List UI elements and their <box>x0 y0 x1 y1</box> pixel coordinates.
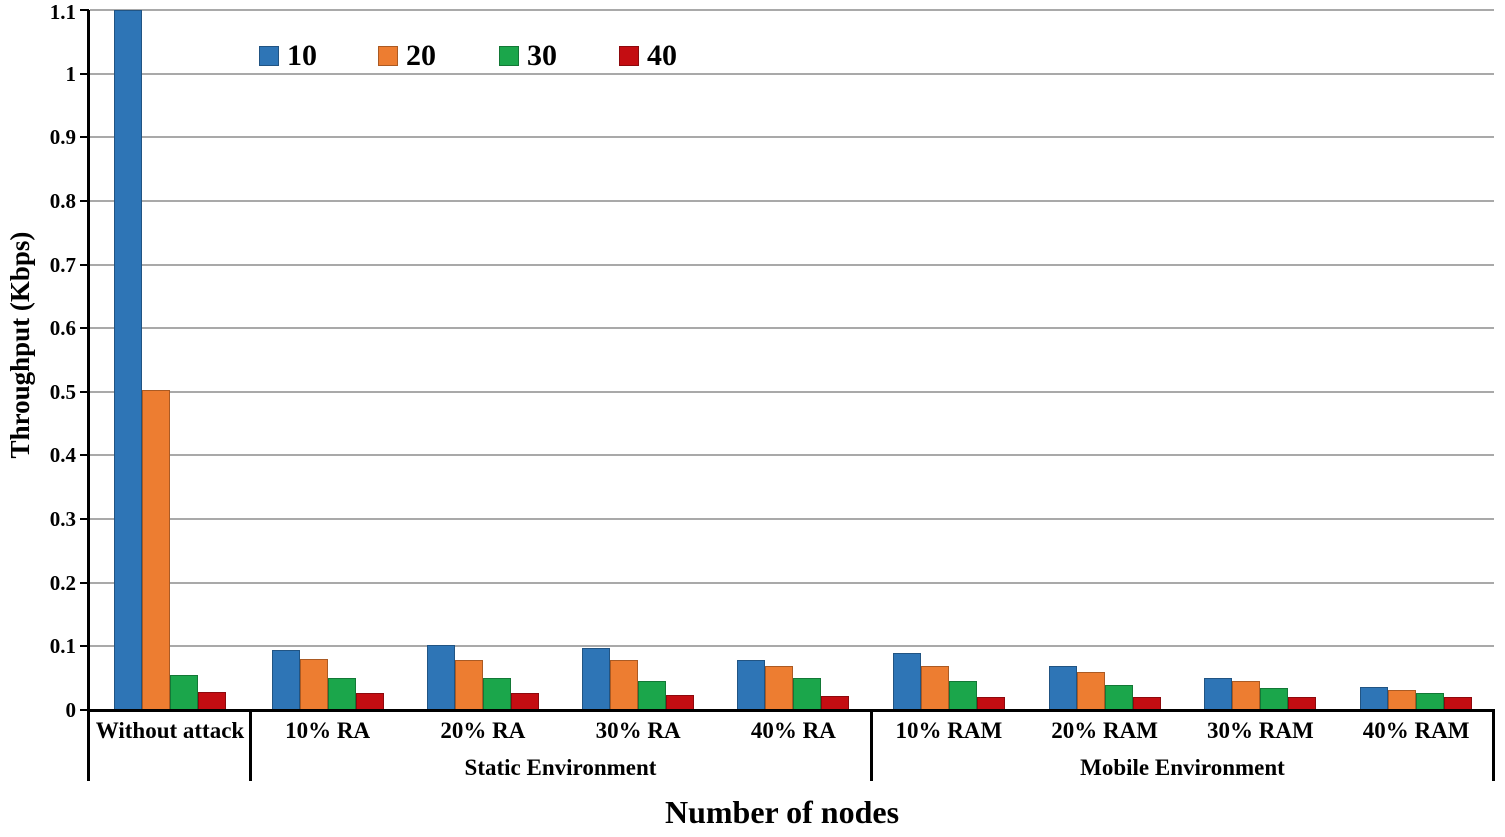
y-axis-tick <box>80 199 89 202</box>
bar-20-20-ra <box>454 659 483 710</box>
y-gridline <box>90 518 1494 521</box>
bar-10-10-ra <box>271 650 300 710</box>
bar-40-40-ra <box>821 696 850 710</box>
legend-label: 20 <box>406 39 436 72</box>
bar-40-10-ra <box>355 693 384 710</box>
bar-20-without-attack <box>142 389 170 710</box>
category-label: 40% RAM <box>1362 718 1470 743</box>
legend-item-40: 40 <box>619 39 677 73</box>
group-label-mobile-environment: Mobile Environment <box>1080 755 1285 780</box>
y-axis-tick <box>80 645 89 648</box>
legend-swatch-10 <box>259 46 279 66</box>
bar-10-40-ra <box>737 659 766 710</box>
bar-10-40-ram <box>1360 687 1389 710</box>
legend-item-20: 20 <box>378 39 436 73</box>
y-gridline <box>90 199 1494 202</box>
category-label: 10% RAM <box>895 718 1003 743</box>
y-axis-tick <box>80 327 89 330</box>
legend-item-10: 10 <box>259 39 317 73</box>
category-label: 40% RA <box>750 718 836 743</box>
bar-20-30-ram <box>1232 681 1261 710</box>
y-gridline <box>90 390 1494 393</box>
y-tick-label: 0.8 <box>49 188 76 213</box>
x-axis-line <box>87 709 1495 712</box>
y-gridline <box>90 645 1494 648</box>
bar-20-20-ram <box>1076 671 1105 710</box>
y-gridline <box>90 136 1494 139</box>
y-axis-tick <box>80 518 89 521</box>
y-gridline <box>90 9 1494 11</box>
y-tick-label: 0.6 <box>49 316 76 341</box>
bar-30-10-ram <box>948 681 977 710</box>
category-label: 10% RA <box>285 718 371 743</box>
y-gridline <box>90 327 1494 330</box>
bar-30-20-ra <box>482 678 511 710</box>
legend-swatch-40 <box>619 46 639 66</box>
bar-30-30-ram <box>1260 687 1289 710</box>
legend-swatch-30 <box>499 46 519 66</box>
bar-30-20-ram <box>1104 685 1133 710</box>
y-gridline <box>90 263 1494 266</box>
bar-10-30-ram <box>1204 678 1233 710</box>
y-tick-label: 0.3 <box>49 507 76 532</box>
bar-20-30-ra <box>610 659 639 710</box>
bar-40-30-ra <box>666 695 695 710</box>
legend-label: 40 <box>647 39 677 72</box>
bar-10-30-ra <box>582 647 611 710</box>
y-tick-label: 0.2 <box>49 570 76 595</box>
bar-20-40-ram <box>1388 690 1417 710</box>
category-label: 20% RA <box>440 718 526 743</box>
y-axis-tick <box>80 709 89 711</box>
y-tick-label: 0 <box>65 698 77 722</box>
category-label: Without attack <box>95 718 245 743</box>
bar-20-10-ra <box>299 659 328 710</box>
y-gridline <box>90 72 1494 75</box>
bar-30-without-attack <box>170 675 198 710</box>
y-tick-label: 0.9 <box>49 125 76 150</box>
bar-10-20-ra <box>426 645 455 710</box>
bar-10-without-attack <box>114 10 142 710</box>
y-axis-line <box>87 10 90 781</box>
y-tick-label: 1 <box>65 61 77 86</box>
y-tick-label: 1.1 <box>49 0 76 24</box>
y-axis-tick <box>80 72 89 75</box>
y-axis-tick <box>80 136 89 139</box>
bar-10-20-ram <box>1048 666 1077 710</box>
bar-10-10-ram <box>892 653 921 710</box>
x-axis-title: Number of nodes <box>664 794 900 830</box>
legend-swatch-20 <box>378 46 398 66</box>
bar-40-without-attack <box>198 692 226 710</box>
legend-item-30: 30 <box>499 39 557 73</box>
legend-label: 30 <box>527 39 557 72</box>
bar-30-10-ra <box>327 677 356 710</box>
category-separator <box>248 710 252 781</box>
legend-label: 10 <box>287 39 317 72</box>
environment-separator <box>869 710 873 781</box>
group-label-static-environment: Static Environment <box>464 755 657 780</box>
y-axis-tick <box>80 9 89 11</box>
y-axis-tick <box>80 581 89 584</box>
y-gridline <box>90 454 1494 457</box>
bar-40-20-ra <box>510 693 539 710</box>
bar-30-40-ram <box>1416 693 1445 710</box>
plot-right-border <box>1491 710 1495 781</box>
y-tick-label: 0.5 <box>49 379 76 404</box>
y-axis-tick <box>80 454 89 457</box>
bar-40-10-ram <box>976 696 1005 710</box>
category-label: 30% RA <box>595 718 681 743</box>
y-tick-label: 0.4 <box>49 443 76 468</box>
bar-20-40-ra <box>765 666 794 710</box>
category-label: 30% RAM <box>1207 718 1314 743</box>
y-axis-tick <box>80 390 89 393</box>
y-gridline <box>90 581 1494 584</box>
y-axis-tick <box>80 263 89 266</box>
y-tick-label: 0.1 <box>49 634 76 659</box>
bar-30-30-ra <box>638 681 667 710</box>
bar-20-10-ram <box>920 666 949 710</box>
category-label: 20% RAM <box>1051 718 1158 743</box>
bar-30-40-ra <box>793 678 822 710</box>
y-tick-label: 0.7 <box>49 252 76 277</box>
